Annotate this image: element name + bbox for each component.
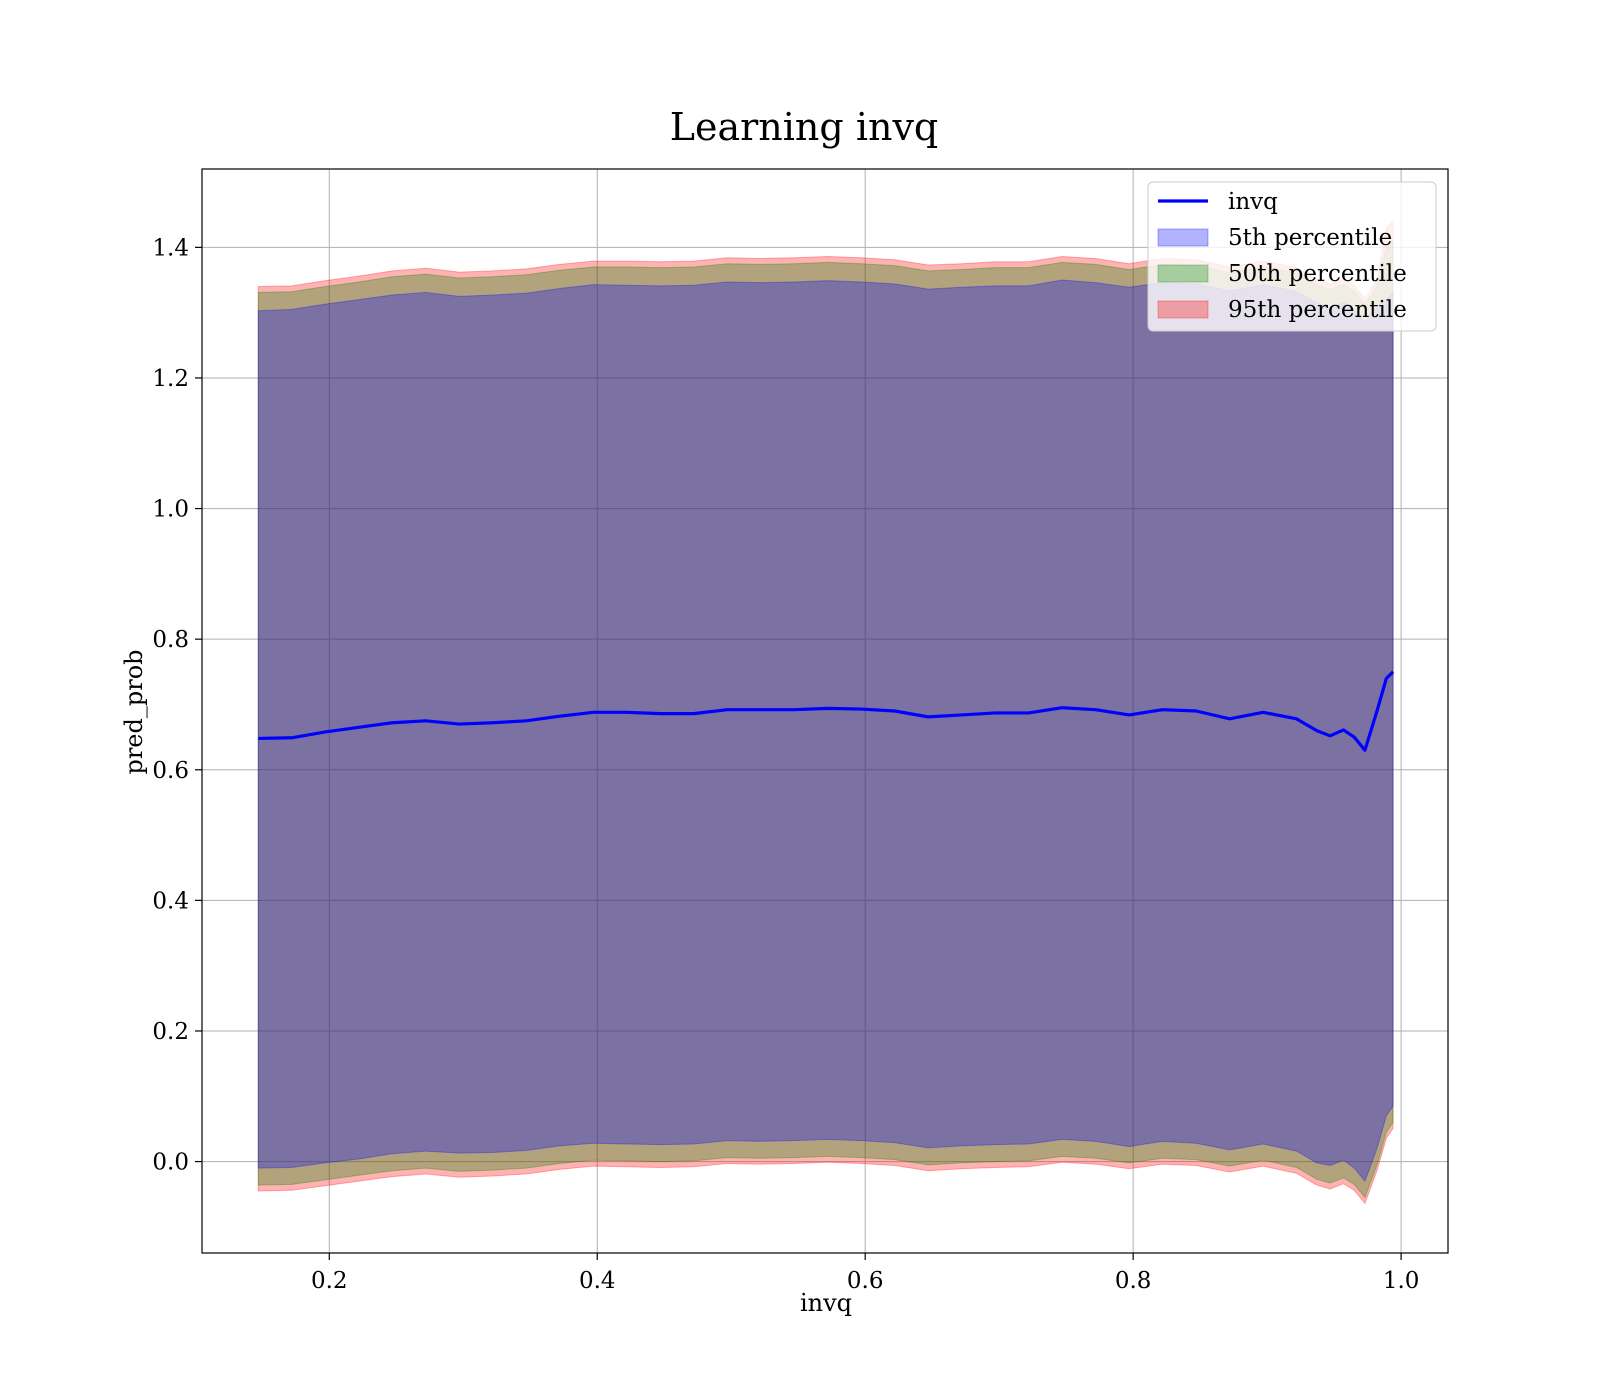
axes-frame bbox=[201, 168, 1449, 1254]
plot-area: 0.2 0.4 0.6 0.8 1.0 0.0 0.2 0.4 0.6 0.8 1.0 1.2 1.4 bbox=[152, 168, 1449, 1294]
x-tick-label-4: 1.0 bbox=[1383, 1268, 1420, 1294]
chart-title: Learning invq bbox=[670, 105, 938, 149]
legend-label-0: invq bbox=[1228, 189, 1278, 215]
y-tick-label-6: 1.2 bbox=[152, 366, 189, 392]
series-line-invq bbox=[258, 670, 1395, 752]
y-tick-label-0: 0.0 bbox=[152, 1150, 189, 1176]
y-tick-label-3: 0.6 bbox=[152, 758, 189, 784]
y-tick-label-4: 0.8 bbox=[152, 627, 189, 653]
legend-label-3: 95th percentile bbox=[1228, 297, 1407, 323]
x-tick-label-2: 0.6 bbox=[847, 1268, 884, 1294]
x-axis-label: invq bbox=[800, 1289, 852, 1317]
legend-swatch-3 bbox=[1157, 300, 1209, 319]
x-tick-label-1: 0.4 bbox=[579, 1268, 616, 1294]
x-tick-label-0: 0.2 bbox=[311, 1268, 348, 1294]
legend-label-1: 5th percentile bbox=[1228, 225, 1392, 251]
x-tick-label-3: 0.8 bbox=[1115, 1268, 1152, 1294]
legend-box bbox=[1147, 181, 1437, 332]
y-axis-label: pred_prob bbox=[120, 649, 148, 774]
legend-swatch-1 bbox=[1157, 228, 1209, 247]
y-tick-label-7: 1.4 bbox=[152, 235, 189, 261]
y-tick-label-2: 0.4 bbox=[152, 888, 189, 914]
legend-label-2: 50th percentile bbox=[1228, 261, 1407, 287]
legend-swatch-2 bbox=[1157, 264, 1209, 283]
y-tick-label-1: 0.2 bbox=[152, 1019, 189, 1045]
band-95th-percentile bbox=[257, 220, 1394, 1205]
y-tick-label-5: 1.0 bbox=[152, 497, 189, 523]
legend: invq 5th percentile 50th percentile 95th pe… bbox=[1147, 181, 1437, 332]
band-50th-percentile bbox=[257, 239, 1394, 1199]
band-5th-percentile bbox=[257, 279, 1394, 1183]
